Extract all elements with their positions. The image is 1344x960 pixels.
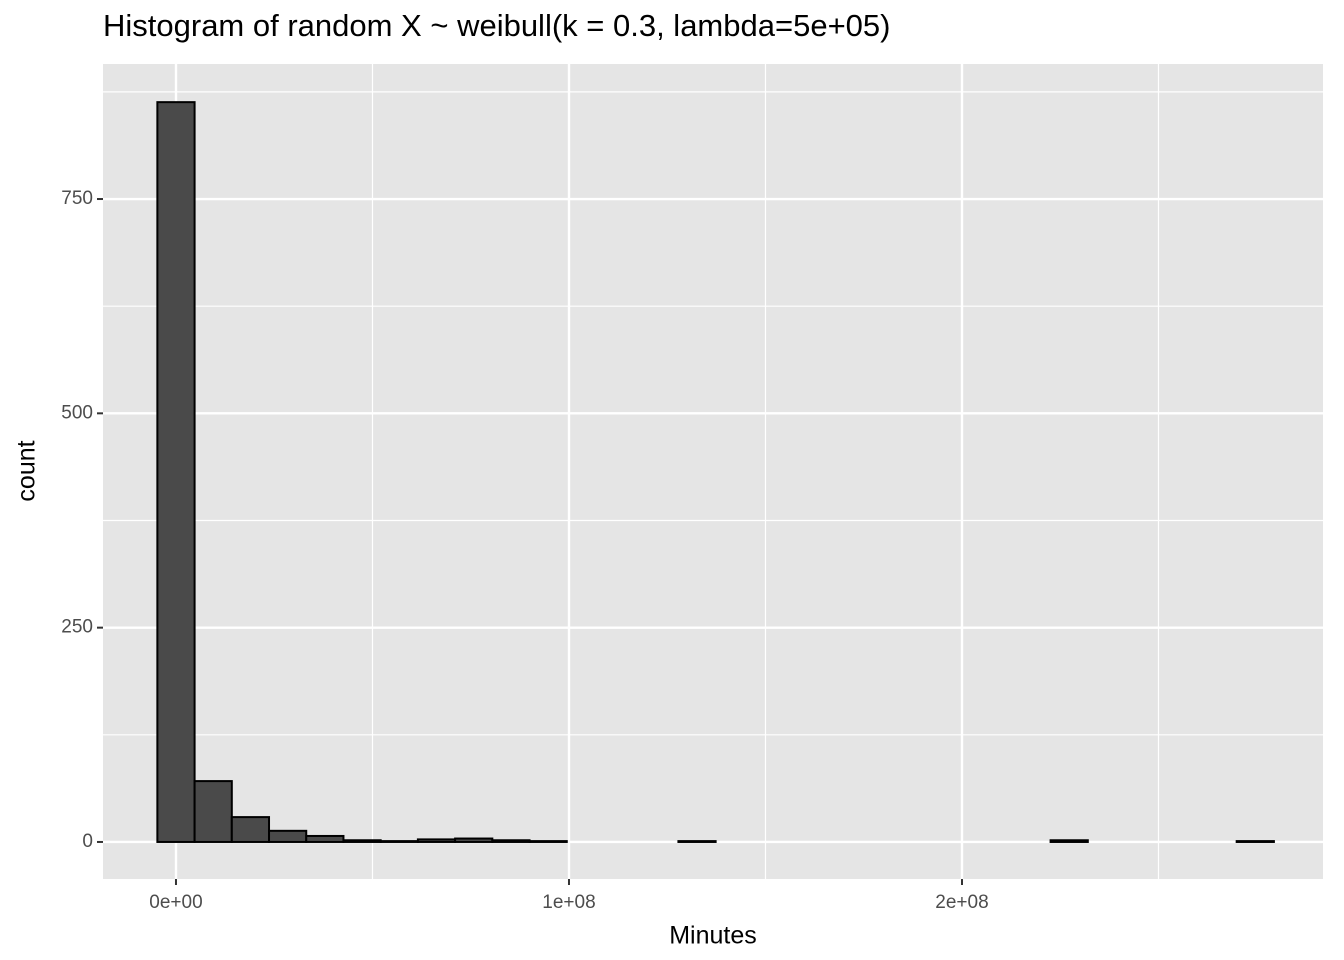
bar	[1049, 839, 1089, 843]
x-tick-label: 0e+00	[149, 892, 202, 913]
bar	[416, 838, 457, 843]
bar	[156, 101, 196, 843]
plot-panel	[103, 64, 1323, 879]
y-tick-label: 500	[61, 402, 93, 423]
x-axis-title: Minutes	[669, 922, 757, 950]
bar	[677, 840, 717, 843]
bar	[454, 837, 494, 843]
bar	[379, 840, 419, 843]
bar	[268, 829, 308, 843]
bar	[491, 839, 531, 843]
bar	[305, 834, 345, 843]
y-axis-title: count	[13, 440, 41, 501]
y-tick-label: 0	[82, 831, 93, 852]
x-tick-label: 1e+08	[542, 892, 595, 913]
y-tick-label: 250	[61, 617, 93, 638]
bar	[230, 816, 271, 843]
chart-title: Histogram of random X ~ weibull(k = 0.3,…	[103, 8, 890, 43]
y-tick-label: 750	[61, 188, 93, 209]
bar	[1235, 840, 1275, 843]
bar	[193, 780, 233, 843]
bar	[342, 839, 382, 843]
bar	[528, 840, 568, 843]
x-tick-label: 2e+08	[935, 892, 988, 913]
